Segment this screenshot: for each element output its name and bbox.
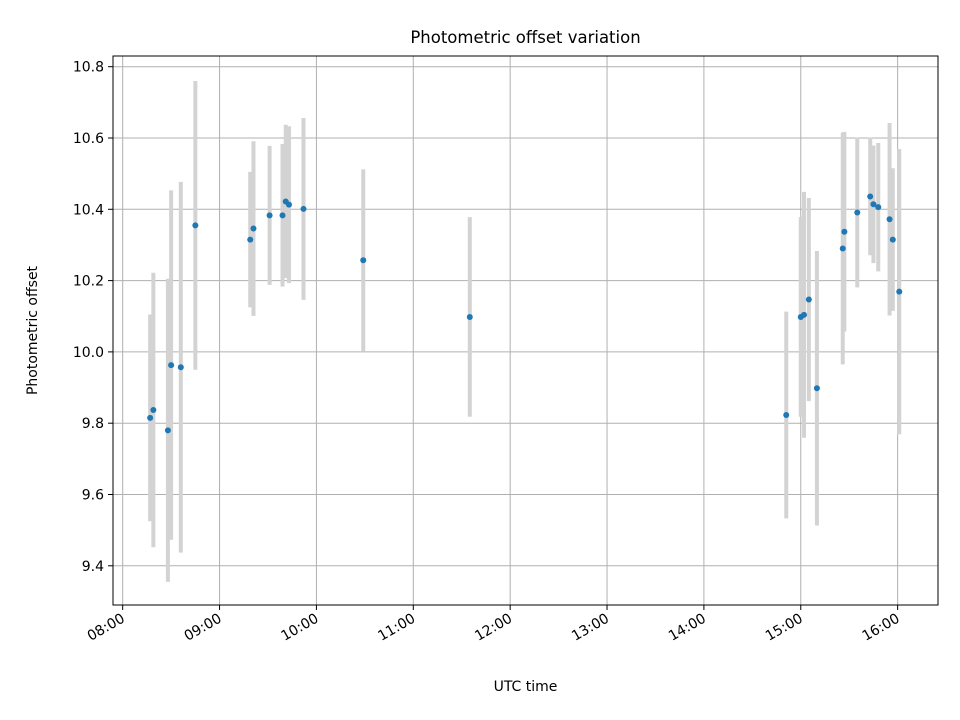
data-point xyxy=(168,362,175,369)
y-tick-label: 10.6 xyxy=(73,131,104,147)
data-point xyxy=(839,245,846,252)
x-tick-label: 11:00 xyxy=(375,611,418,645)
y-tick-label: 9.8 xyxy=(82,416,104,432)
grid xyxy=(113,56,938,605)
data-point xyxy=(247,236,254,243)
data-point xyxy=(147,414,154,421)
x-tick-label: 10:00 xyxy=(278,611,321,645)
data-point xyxy=(250,225,257,232)
y-tick-label: 10.0 xyxy=(73,345,104,361)
x-tick-label: 12:00 xyxy=(472,611,515,645)
y-tick-label: 9.6 xyxy=(82,487,104,503)
data-point xyxy=(896,288,903,295)
x-tick-label: 15:00 xyxy=(763,611,806,645)
y-tick-label: 10.8 xyxy=(73,60,104,76)
data-point xyxy=(854,209,861,216)
data-point xyxy=(875,204,882,211)
data-point xyxy=(192,222,199,229)
y-tick-label: 9.4 xyxy=(82,559,104,575)
data-point xyxy=(266,212,273,219)
x-tick-label: 14:00 xyxy=(666,611,709,645)
y-axis-label: Photometric offset xyxy=(25,265,41,395)
data-point xyxy=(841,228,848,235)
data-point xyxy=(150,406,157,413)
data-point xyxy=(164,427,171,434)
plot-frame xyxy=(112,55,939,606)
data-point xyxy=(285,201,292,208)
x-tick-label: 09:00 xyxy=(182,611,225,645)
y-tick-label: 10.4 xyxy=(73,202,104,218)
data-point xyxy=(867,193,874,200)
x-tick-label: 08:00 xyxy=(85,611,128,645)
x-axis-label: UTC time xyxy=(494,679,558,695)
data-point xyxy=(889,236,896,243)
data-point xyxy=(886,216,893,223)
data-point xyxy=(813,385,820,392)
data-point xyxy=(783,411,790,418)
data-point xyxy=(800,311,807,318)
chart-title: Photometric offset variation xyxy=(410,28,640,47)
data-point xyxy=(360,257,367,264)
y-tick-label: 10.2 xyxy=(73,274,104,290)
error-bars xyxy=(148,80,902,582)
data-point xyxy=(805,296,812,303)
x-tick-label: 13:00 xyxy=(569,611,612,645)
data-point xyxy=(466,313,473,320)
data-points xyxy=(147,193,903,434)
data-point xyxy=(870,201,877,208)
data-point xyxy=(279,212,286,219)
data-point xyxy=(300,205,307,212)
x-tick-label: 16:00 xyxy=(860,611,903,645)
data-point xyxy=(177,364,184,371)
